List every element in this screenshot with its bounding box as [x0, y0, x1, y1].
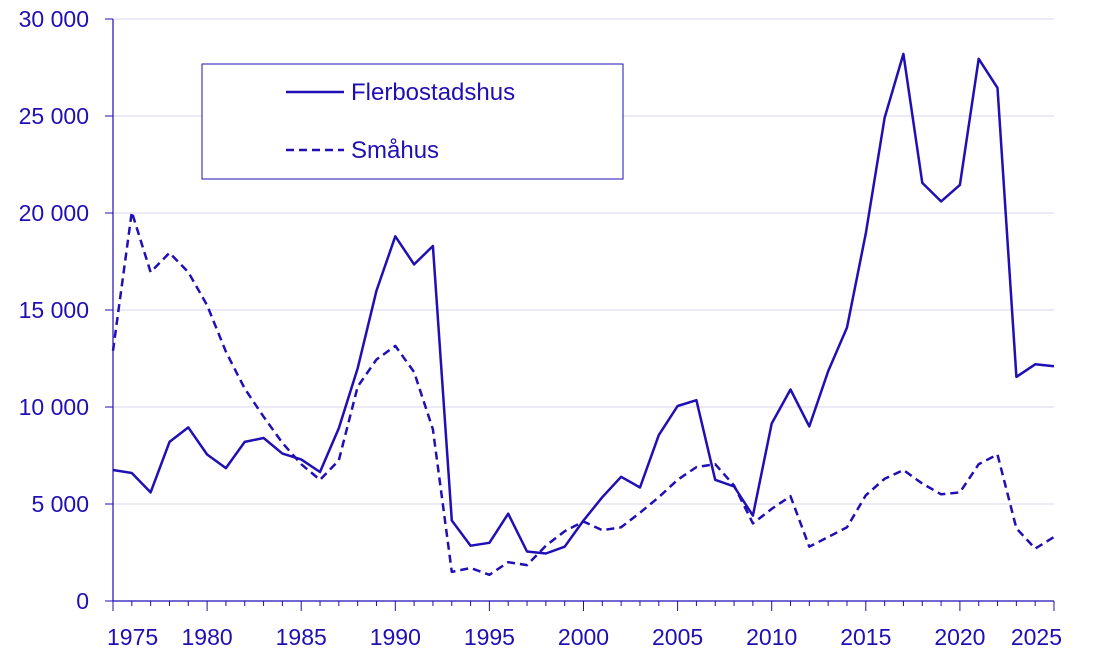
x-tick-label: 1980 — [182, 624, 233, 650]
y-tick-label: 30 000 — [19, 6, 89, 32]
x-tick-label: 2015 — [840, 624, 891, 650]
y-tick-label: 15 000 — [19, 297, 89, 323]
y-tick-label: 20 000 — [19, 200, 89, 226]
x-tick-label: 2010 — [746, 624, 797, 650]
legend-box — [201, 63, 624, 180]
x-tick-label: 2000 — [558, 624, 609, 650]
x-tick-label: 2025 — [1011, 624, 1062, 650]
legend-label-smahus: Småhus — [351, 137, 439, 164]
y-axis-ticks: 0 5 000 10 000 15 000 20 000 25 000 30 000 — [19, 6, 113, 614]
legend: Flerbostadshus Småhus — [201, 63, 624, 180]
x-axis-ticks: 1975 1980 1985 1990 1995 2000 2005 2010 2015 2020… — [107, 601, 1062, 650]
x-tick-label: 1985 — [276, 624, 327, 650]
y-tick-label: 10 000 — [19, 394, 89, 420]
x-tick-label: 1990 — [370, 624, 421, 650]
x-tick-label: 2020 — [934, 624, 985, 650]
legend-label-flerbostadshus: Flerbostadshus — [351, 79, 515, 106]
y-tick-label: 5 000 — [31, 491, 89, 517]
series-line-smahus — [111, 210, 1055, 577]
y-tick-label: 0 — [76, 588, 89, 614]
series-lines — [111, 52, 1055, 577]
x-tick-label: 1995 — [464, 624, 515, 650]
x-tick-label: 2005 — [652, 624, 703, 650]
x-tick-label: 1975 — [107, 624, 158, 650]
y-tick-label: 25 000 — [19, 103, 89, 129]
